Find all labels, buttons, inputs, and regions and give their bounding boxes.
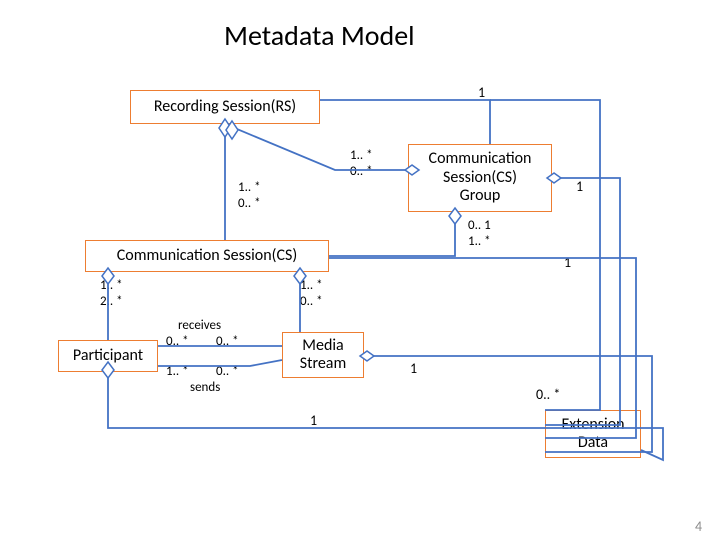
mult-media-right: 1 bbox=[410, 360, 417, 377]
mult-bottom1: 1 bbox=[310, 412, 317, 429]
mult-rs-csg-b: 0.. * bbox=[350, 164, 373, 179]
box-extension-data: Extension Data bbox=[545, 410, 641, 458]
mult-rs-down-b: 0.. * bbox=[238, 196, 261, 211]
mult-cs-csg-a: 0.. 1 bbox=[468, 218, 491, 233]
box-recording-session: Recording Session(RS) bbox=[130, 90, 320, 124]
mult-recv-l: 0.. * bbox=[166, 334, 189, 349]
box-participant: Participant bbox=[58, 340, 158, 372]
mult-cs-media-a: 1.. * bbox=[300, 278, 323, 293]
mult-rs-down-a: 1.. * bbox=[238, 180, 261, 195]
mult-cs-csg-b: 1.. * bbox=[468, 234, 491, 249]
box-media-stream: Media Stream bbox=[282, 332, 364, 378]
box-communication-session: Communication Session(CS) bbox=[85, 240, 329, 272]
diagram-title: Metadata Model bbox=[224, 18, 415, 53]
mult-rs-top: 1 bbox=[478, 84, 485, 101]
page-number: 4 bbox=[695, 518, 702, 535]
mult-cs-part-a: 1.. * bbox=[100, 278, 123, 293]
mult-recv-r: 0.. * bbox=[216, 334, 239, 349]
mult-cs-media-b: 0.. * bbox=[300, 294, 323, 309]
box-cs-group: Communication Session(CS) Group bbox=[408, 144, 552, 212]
mult-send-r: 0.. * bbox=[216, 364, 239, 379]
mult-ext: 0.. * bbox=[536, 386, 560, 403]
mult-cs-part-b: 2.. * bbox=[100, 294, 123, 309]
mult-cs-right1: 1 bbox=[564, 254, 571, 271]
mult-csg-right: 1 bbox=[576, 178, 583, 195]
label-sends: sends bbox=[190, 380, 220, 395]
label-receives: receives bbox=[178, 318, 221, 333]
mult-send-l: 1.. * bbox=[166, 364, 189, 379]
mult-rs-csg-a: 1.. * bbox=[350, 148, 373, 163]
